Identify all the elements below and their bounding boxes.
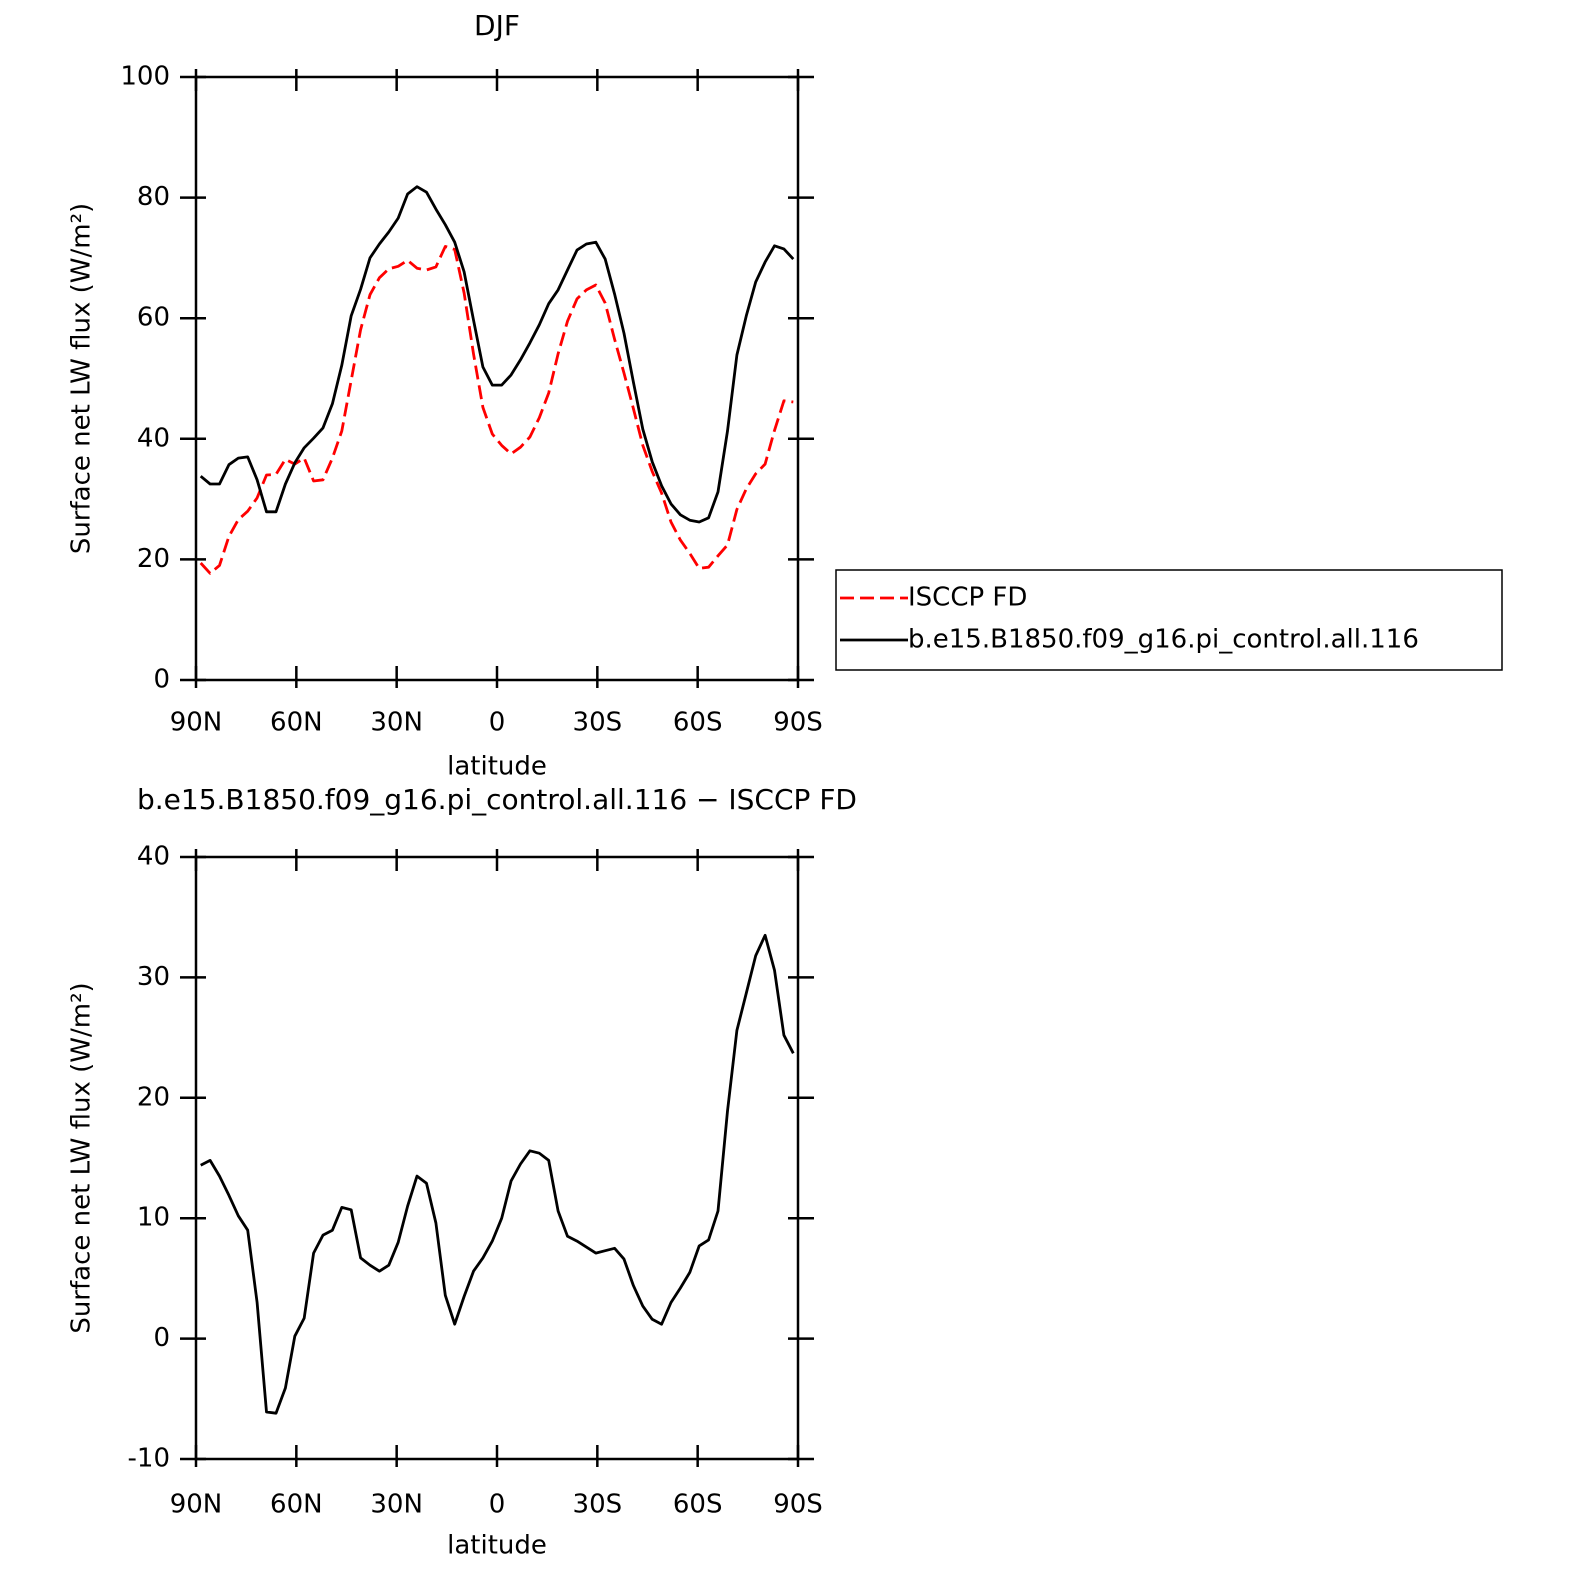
y-tick-label: 100 — [120, 62, 170, 92]
y-tick-label: 60 — [137, 303, 170, 333]
x-tick-label: 30N — [370, 708, 423, 738]
x-tick-label: 60N — [270, 1490, 323, 1520]
x-tick-label: 90S — [773, 708, 823, 738]
x-tick-label: 30S — [573, 708, 623, 738]
x-tick-label: 60S — [673, 1490, 723, 1520]
x-axis-label: latitude — [447, 752, 547, 782]
legend-label: ISCCP FD — [908, 583, 1027, 613]
y-axis-label: Surface net LW flux (W/m²) — [67, 203, 97, 554]
x-tick-label: 30S — [573, 1490, 623, 1520]
x-tick-label: 30N — [370, 1490, 423, 1520]
y-tick-label: 40 — [137, 842, 170, 872]
y-tick-label: 80 — [137, 182, 170, 212]
x-axis-label: latitude — [447, 1531, 547, 1561]
y-tick-label: 20 — [137, 544, 170, 574]
chart-title: DJF — [474, 9, 520, 42]
x-tick-label: 0 — [489, 1490, 506, 1520]
y-tick-label: 0 — [153, 665, 170, 695]
y-axis-label: Surface net LW flux (W/m²) — [67, 982, 97, 1333]
legend-label: b.e15.B1850.f09_g16.pi_control.all.116 — [908, 625, 1419, 655]
data-line — [200, 933, 795, 1415]
x-tick-label: 90N — [170, 708, 223, 738]
y-tick-label: 30 — [137, 962, 170, 992]
x-tick-label: 60N — [270, 708, 323, 738]
y-tick-label: 0 — [153, 1323, 170, 1353]
legend-box — [835, 569, 1503, 671]
y-tick-label: 20 — [137, 1082, 170, 1112]
y-tick-label: -10 — [128, 1444, 170, 1474]
data-line — [199, 185, 795, 524]
plot-frame — [194, 75, 800, 682]
x-tick-label: 60S — [673, 708, 723, 738]
x-tick-label: 90N — [170, 1490, 223, 1520]
y-tick-label: 40 — [137, 423, 170, 453]
plot-frame — [194, 855, 800, 1461]
data-line — [199, 245, 794, 575]
x-tick-label: 0 — [489, 708, 506, 738]
x-tick-label: 90S — [773, 1490, 823, 1520]
chart-title: b.e15.B1850.f09_g16.pi_control.all.116 −… — [137, 783, 857, 816]
y-tick-label: 10 — [137, 1203, 170, 1233]
